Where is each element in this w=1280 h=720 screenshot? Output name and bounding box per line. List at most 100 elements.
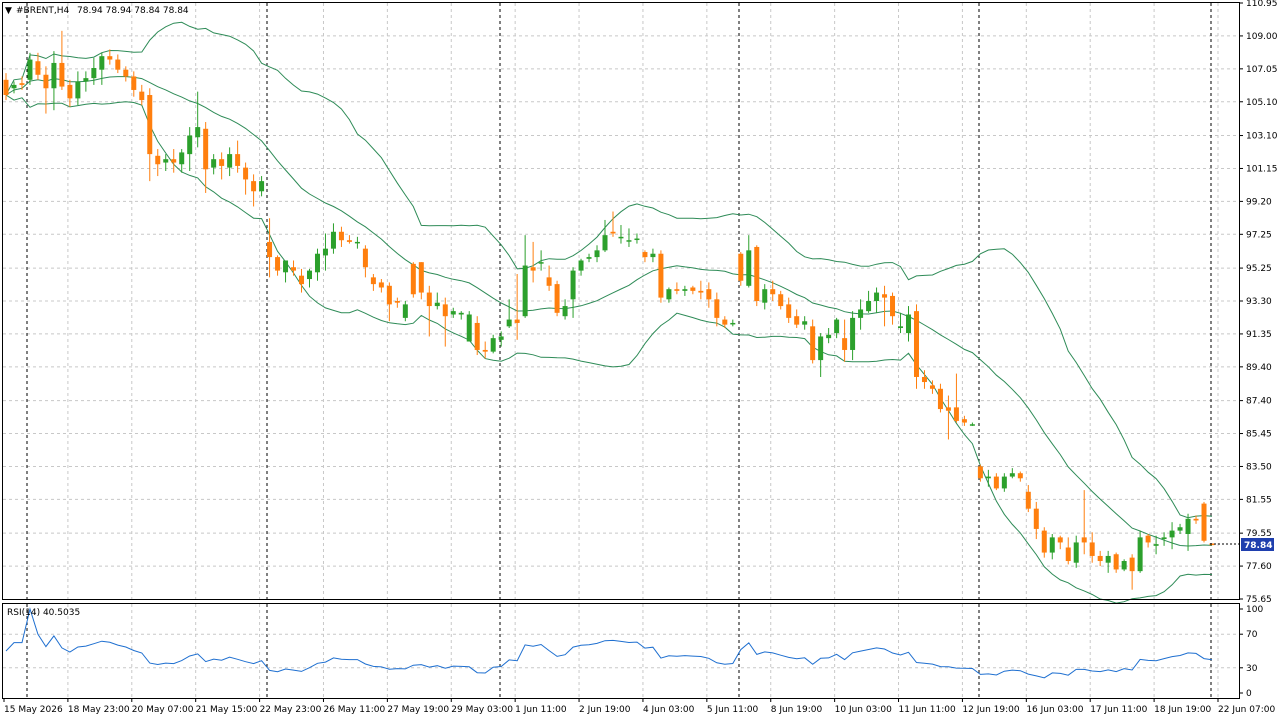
candle [969,422,975,426]
y-tick-label: 99.20 [1246,197,1272,207]
candle-body [714,299,720,318]
candle [626,228,632,247]
candle [977,464,983,482]
symbol-label: #BRENT,H4 [16,6,70,16]
candle-body [506,319,512,327]
rsi-tick-label: 0 [1246,689,1252,699]
candle [1185,513,1191,551]
x-tick-label: 8 Jun 19:00 [771,705,823,715]
candle-body [698,290,704,293]
candle-body [746,250,752,286]
candle [898,312,904,334]
candle-body [91,68,97,79]
candle [283,260,289,283]
candle-body [362,248,368,268]
candle [530,241,536,283]
candle-body [51,62,57,89]
candle-body [1057,537,1063,543]
candle [1193,515,1199,524]
candle-body [131,76,137,90]
candle [243,162,249,195]
candle-body [466,314,472,342]
candle [826,328,832,344]
candle [674,282,680,295]
candle [123,66,129,82]
candle-body [1025,491,1031,509]
candle-body [27,59,33,80]
rsi-tick-label: 30 [1246,664,1258,674]
candle [450,307,456,318]
candle-body [929,385,935,389]
candle [842,319,848,362]
candle-body [227,154,233,168]
candle [722,316,728,329]
y-tick-label: 95.25 [1246,264,1272,274]
candle-body [969,424,975,426]
candle [27,52,33,85]
candle-body [123,69,129,77]
rsi-line [5,607,1213,679]
candle-body [810,326,816,361]
candle [67,79,73,107]
x-tick-label: 27 May 19:00 [387,705,449,715]
candle-body [850,317,856,350]
candle [99,52,105,85]
candle [442,297,448,347]
x-tick-label: 16 Jun 03:00 [1026,705,1083,715]
candle-body [107,56,113,60]
y-tick-label: 107.05 [1246,65,1278,75]
candle [682,285,688,296]
candle [1113,552,1119,573]
candle-body [1073,542,1079,563]
candle [370,273,376,291]
candle [11,81,17,94]
candle-body [690,287,696,291]
candle-body [522,265,528,317]
candle-body [378,282,384,288]
candle-body [314,253,320,273]
x-tick-label: 18 Jun 19:00 [1154,705,1211,715]
y-tick-label: 75.65 [1246,595,1272,605]
candle-body [267,241,273,258]
candle-body [299,275,305,285]
bb-middle-line [5,76,1213,547]
candle [338,226,344,247]
chart-menu-icon[interactable]: ▼ [5,6,12,16]
candle [251,174,257,207]
candle [882,285,888,327]
candle-body [1153,544,1159,546]
candle [171,149,177,173]
candle-body [179,152,185,165]
x-tick-label: 22 Jun 07:00 [1218,705,1275,715]
candle-body [594,250,600,258]
candle-body [730,322,736,325]
candle [937,383,943,413]
candle [179,149,185,173]
candle [91,57,97,85]
candle [594,245,600,263]
candle-body [235,154,241,166]
candle [786,297,792,323]
candle-body [834,319,840,334]
candle-body [818,336,824,361]
candle-body [1177,527,1183,531]
y-tick-label: 77.60 [1246,562,1272,572]
candle-body [674,289,680,291]
candle-body [410,263,416,295]
candle [259,176,265,197]
candle-body [458,312,464,315]
candle-body [993,476,999,489]
y-tick-label: 110.95 [1246,0,1278,9]
candle-body [219,159,225,166]
candle-body [530,267,536,271]
time-axis: 15 May 2026 18 May 23:00 20 May 07:00 21 Ma… [3,698,1275,715]
candle-body [283,260,289,273]
candle-body [1105,555,1111,563]
rsi-axis: 100 70 30 0 [1239,605,1263,699]
candle-body [1129,557,1135,572]
candle-body [1193,518,1199,521]
candle-body [1121,561,1127,570]
candle-body [1113,554,1119,570]
candle-body [490,338,496,352]
candle-body [418,262,424,293]
